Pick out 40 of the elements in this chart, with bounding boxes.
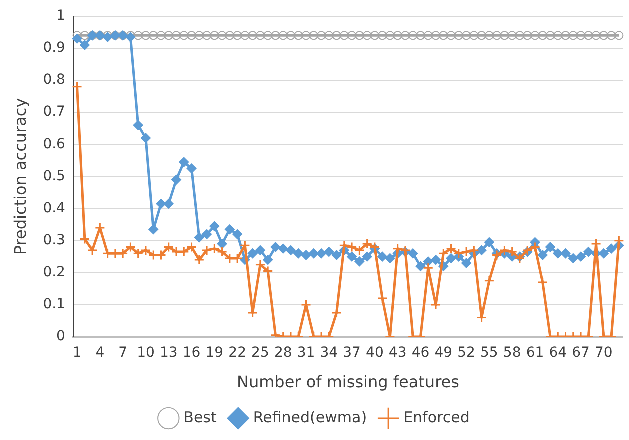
legend-label: Best	[184, 408, 217, 426]
y-tick-label: 0.2	[43, 264, 66, 281]
x-axis-title: Number of missing features	[236, 372, 460, 392]
x-tick-label: 16	[182, 345, 201, 362]
legend-label: Enforced	[404, 408, 470, 426]
x-tick-label: 10	[137, 345, 155, 362]
x-tick-label: 31	[297, 345, 316, 362]
y-tick-label: 1	[56, 8, 66, 24]
x-tick-label: 46	[412, 345, 430, 362]
y-tick-label: 0.8	[43, 72, 66, 88]
x-tick-label: 52	[458, 345, 476, 362]
y-tick-label: 0.3	[43, 232, 66, 248]
y-tick-label: 0.7	[43, 104, 66, 120]
x-tick-label: 13	[160, 345, 178, 362]
x-tick-label: 64	[549, 345, 568, 362]
y-tick-label: 0.1	[43, 296, 66, 313]
x-tick-label: 43	[388, 345, 407, 362]
x-tick-label: 37	[343, 345, 361, 362]
x-tick-label: 7	[118, 345, 128, 362]
x-tick-label: 58	[503, 345, 522, 362]
x-tick-label: 22	[228, 345, 246, 362]
x-tick-label: 67	[572, 345, 590, 362]
x-tick-label: 34	[320, 345, 338, 362]
y-axis-title: Prediction accuracy	[10, 98, 30, 256]
x-tick-label: 19	[206, 345, 224, 362]
y-tick-label: 0.5	[43, 168, 66, 184]
x-tick-label: 61	[526, 345, 544, 362]
y-tick-label: 0.6	[43, 136, 66, 152]
x-tick-label: 55	[480, 345, 498, 362]
y-tick-label: 0.4	[43, 200, 66, 216]
y-tick-label: 0	[56, 328, 66, 345]
x-tick-label: 70	[595, 345, 613, 362]
x-tick-label: 40	[366, 345, 384, 362]
x-tick-label: 25	[252, 345, 270, 362]
legend-label: Refined(ewma)	[253, 408, 368, 426]
x-tick-label: 49	[434, 345, 453, 362]
x-tick-label: 4	[96, 345, 105, 362]
y-tick-label: 0.9	[43, 40, 66, 56]
x-tick-label: 1	[72, 345, 82, 362]
x-tick-label: 28	[274, 345, 292, 362]
